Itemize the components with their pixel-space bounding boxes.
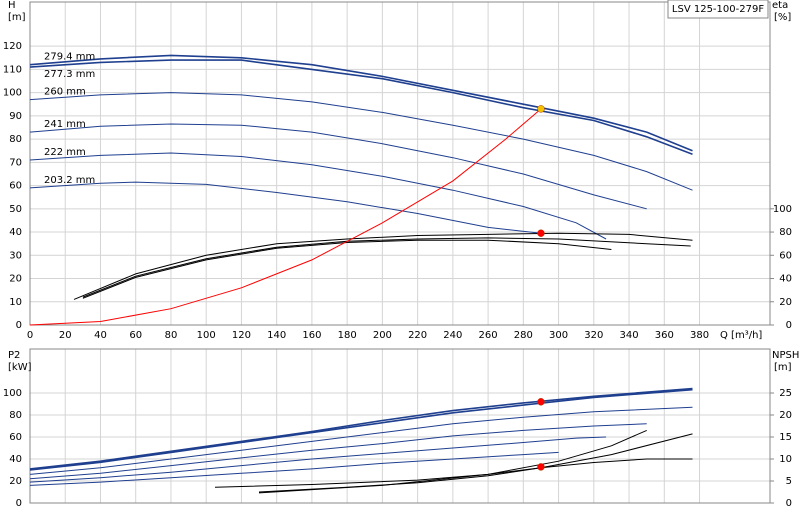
y-axis-label: P2: [8, 350, 20, 361]
y2-tick-label: 0: [786, 498, 792, 509]
charts: 0 20 40 60 80 100 120 140 160 180 200 220 240 260 280 3…: [3, 0, 799, 509]
x-tick-label: 20: [59, 330, 72, 341]
x-tick-label: 0: [27, 330, 33, 341]
y-tick-label: 120: [3, 41, 22, 52]
x-tick-label: 140: [267, 330, 286, 341]
operating-point: [537, 229, 545, 237]
title-box: [667, 0, 769, 19]
y-tick-label: 50: [9, 204, 22, 215]
chart-panel: 0 20 40 60 80 100 120 140 160 180 200 220 240 260 280 3…: [3, 0, 792, 341]
y-tick-label: 60: [9, 181, 22, 192]
y-tick-label: 90: [9, 111, 22, 122]
curve: [29, 406, 693, 475]
y-axis-unit: [kW]: [8, 362, 32, 373]
curve: [73, 232, 693, 300]
y2-axis-unit: [m]: [774, 362, 792, 373]
curve: [29, 123, 647, 210]
y-tick-label: 20: [9, 476, 22, 487]
y2-axis-unit: [%]: [774, 12, 791, 23]
y2-tick-label: 5: [786, 476, 792, 487]
curve-label: 203.2 mm: [44, 175, 95, 186]
curve: [29, 451, 559, 486]
curve-label: 241 mm: [44, 119, 86, 130]
plot-frame: [29, 1, 771, 326]
y2-tick-label: 20: [779, 410, 792, 421]
y-tick-label: 40: [9, 454, 22, 465]
y2-axis-label: eta: [772, 0, 788, 11]
curve: [29, 387, 693, 470]
curve-label: 260 mm: [44, 87, 86, 98]
y-tick-label: 10: [9, 297, 22, 308]
curve: [29, 108, 542, 326]
y-tick-label: 0: [16, 498, 22, 509]
y-tick-label: 30: [9, 250, 22, 261]
y2-tick-label: 20: [779, 297, 792, 308]
curve-label: 222 mm: [44, 147, 86, 158]
curve: [29, 152, 607, 240]
x-tick-label: 240: [443, 330, 462, 341]
x-tick-label: 180: [338, 330, 357, 341]
chart-panel: 0 20 40 60 80 100 0 5 10 15 20 25 P2[kW] NPSH[m]: [3, 348, 799, 509]
y2-tick-label: 10: [779, 454, 792, 465]
x-tick-label: 100: [197, 330, 216, 341]
curve: [29, 54, 693, 152]
curve: [258, 429, 647, 494]
y2-tick-label: 0: [786, 320, 792, 331]
x-tick-label: 40: [94, 330, 107, 341]
operating-point: [537, 398, 545, 406]
x-tick-label: 280: [514, 330, 533, 341]
y-tick-label: 110: [3, 64, 22, 75]
x-tick-label: 320: [584, 330, 603, 341]
curve: [29, 388, 693, 471]
y-tick-label: 40: [9, 227, 22, 238]
curve: [29, 423, 647, 480]
curve: [29, 59, 693, 155]
y2-tick-label: 40: [779, 274, 792, 285]
y2-tick-label: 60: [779, 250, 792, 261]
x-tick-label: 120: [232, 330, 251, 341]
y-tick-label: 80: [9, 410, 22, 421]
y-axis-unit: [m]: [8, 12, 26, 23]
y-tick-label: 20: [9, 274, 22, 285]
x-tick-label: 80: [165, 330, 178, 341]
x-axis-label: Q [m³/h]: [720, 330, 762, 341]
x-tick-label: 260: [479, 330, 498, 341]
y-tick-label: 0: [16, 320, 22, 331]
curve: [82, 239, 612, 299]
x-tick-label: 380: [690, 330, 709, 341]
plot-area: [30, 349, 770, 503]
y-tick-label: 70: [9, 157, 22, 168]
y-tick-label: 60: [9, 432, 22, 443]
curve: [29, 436, 607, 483]
x-tick-label: 60: [129, 330, 142, 341]
operating-point: [537, 463, 545, 471]
operating-point: [537, 105, 545, 113]
x-tick-label: 340: [620, 330, 639, 341]
y2-tick-label: 15: [779, 432, 792, 443]
x-tick-label: 160: [302, 330, 321, 341]
y2-tick-label: 100: [773, 204, 792, 215]
curve-label: 279.4 mm: [44, 52, 95, 63]
y-axis-label: H: [8, 0, 16, 11]
plot-frame: [29, 348, 771, 504]
title: LSV 125-100-279F: [672, 4, 764, 15]
curve: [82, 237, 691, 298]
x-tick-label: 220: [408, 330, 427, 341]
y-tick-label: 100: [3, 388, 22, 399]
curve-label: 277.3 mm: [44, 69, 95, 80]
y2-tick-label: 25: [779, 388, 792, 399]
x-tick-label: 200: [373, 330, 392, 341]
x-tick-label: 360: [655, 330, 674, 341]
y2-axis-label: NPSH: [772, 350, 799, 361]
curve: [29, 92, 693, 191]
y-tick-label: 100: [3, 88, 22, 99]
y-tick-label: 80: [9, 134, 22, 145]
y2-tick-label: 80: [779, 227, 792, 238]
curve: [29, 181, 542, 234]
x-tick-label: 300: [549, 330, 568, 341]
